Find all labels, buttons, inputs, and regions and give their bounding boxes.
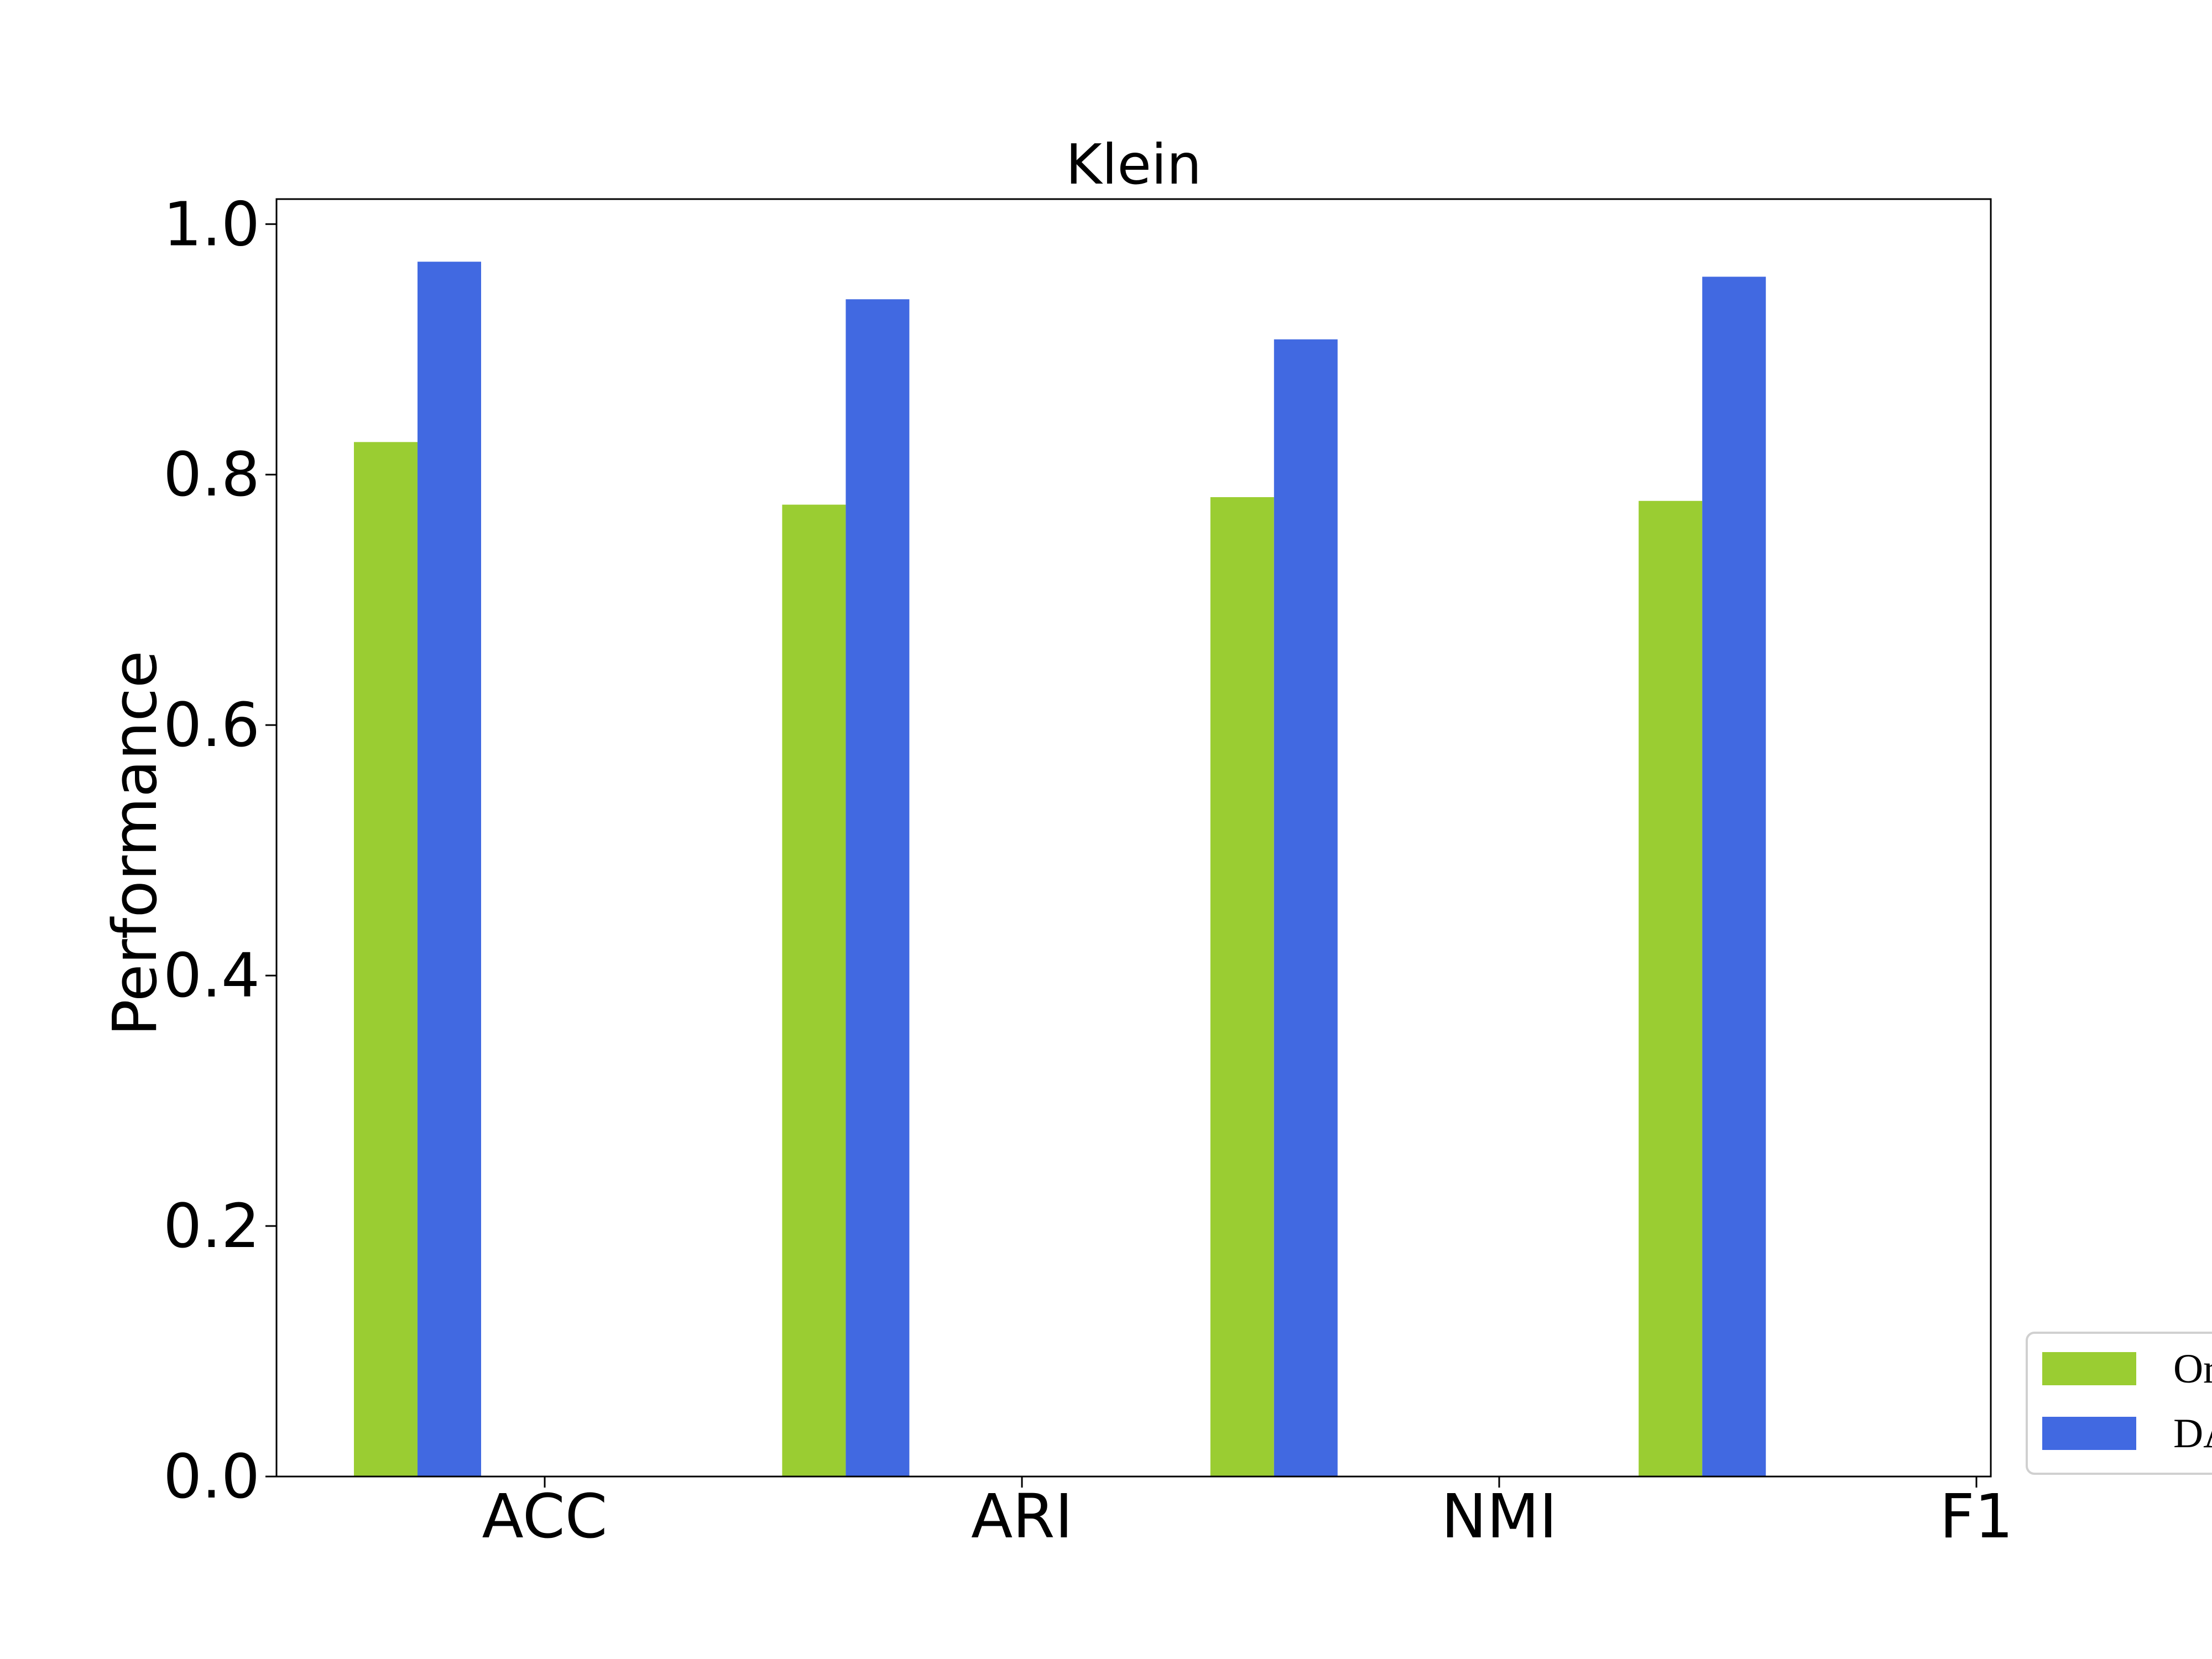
x-tick-label: ACC	[482, 1481, 608, 1552]
bar-da-acc	[418, 262, 481, 1477]
bars	[354, 262, 1766, 1477]
bar-or-ari	[782, 504, 846, 1477]
x-tick-label: NMI	[1441, 1481, 1557, 1552]
legend-label-da: DA	[2173, 1411, 2212, 1457]
y-tick-label: 0.4	[163, 940, 260, 1011]
chart-title: Klein	[1066, 132, 1202, 197]
bar-or-f1	[1639, 500, 1703, 1477]
bar-or-acc	[354, 442, 418, 1477]
bar-da-f1	[1702, 276, 1766, 1477]
y-axis-label: Performance	[100, 650, 170, 1036]
legend-label-or: Or	[2173, 1346, 2212, 1392]
legend: Or DA	[2026, 1332, 2212, 1475]
y-tick-label: 0.6	[163, 690, 260, 760]
y-tick-label: 1.0	[163, 189, 260, 259]
plot-frame	[275, 198, 1992, 1478]
y-tick-label: 0.2	[163, 1191, 260, 1261]
legend-swatch-da	[2042, 1417, 2136, 1450]
x-tick-label: F1	[1939, 1481, 2013, 1552]
x-ticks: ACC ARI NMI F1	[482, 1477, 2013, 1552]
y-tick-label: 0.0	[163, 1441, 260, 1512]
legend-swatch-or	[2042, 1352, 2136, 1385]
y-ticks: 0.0 0.2 0.4 0.6 0.8 1.0	[163, 189, 276, 1512]
x-tick-label: ARI	[971, 1481, 1073, 1552]
bar-or-nmi	[1210, 497, 1274, 1477]
bar-da-ari	[846, 299, 910, 1477]
bar-da-nmi	[1274, 339, 1338, 1477]
y-tick-label: 0.8	[163, 439, 260, 510]
